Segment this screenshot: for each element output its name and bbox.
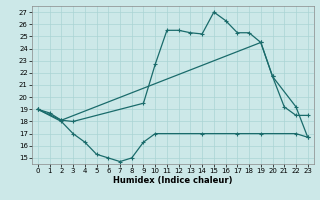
X-axis label: Humidex (Indice chaleur): Humidex (Indice chaleur): [113, 176, 233, 185]
